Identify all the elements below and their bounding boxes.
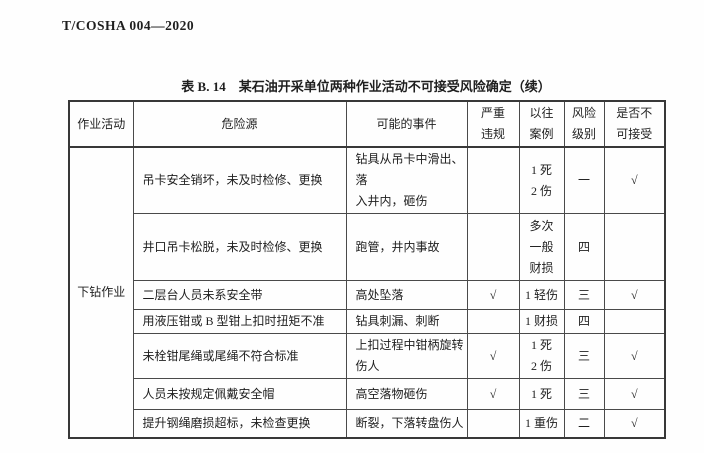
- event-cell: 断裂，下落转盘伤人: [345, 409, 468, 438]
- header-violation: 严重 违规: [466, 100, 520, 148]
- table-row: 下钻作业 吊卡安全销坏，未及时检修、更换 钻具从吊卡中滑出、落 入井内，砸伤 1…: [68, 146, 666, 438]
- hazard-cell: 人员未按规定佩戴安全帽: [132, 378, 347, 410]
- acceptable-cell: √: [603, 378, 666, 410]
- risk-level-cell: 一: [563, 146, 605, 214]
- violation-cell: √: [466, 333, 520, 379]
- table-title: 表 B. 14 某石油开采单位两种作业活动不可接受风险确定（续）: [181, 79, 551, 94]
- cases-cell: 1 轻伤: [518, 280, 565, 310]
- table-row: 提升钢绳磨损超标，未检查更换 断裂，下落转盘伤人 1 重伤 二 √: [69, 409, 666, 438]
- hazard-cell: 未栓钳尾绳或尾绳不符合标准: [132, 333, 347, 379]
- violation-cell: [466, 309, 520, 334]
- header-event: 可能的事件: [345, 100, 468, 148]
- header-risk-level: 风险 级别: [563, 100, 605, 148]
- table-row: 人员未按规定佩戴安全帽 高空落物砸伤 √ 1 死 三 √: [69, 378, 666, 410]
- table-row: 井口吊卡松脱，未及时检修、更换 跑管，井内事故 多次 一般 财损 四: [69, 213, 666, 281]
- event-cell: 钻具从吊卡中滑出、落 入井内，砸伤: [345, 146, 468, 214]
- violation-cell: [466, 146, 520, 214]
- cases-cell: 1 死: [518, 378, 565, 410]
- event-cell: 上扣过程中钳柄旋转 伤人: [345, 333, 468, 379]
- table-header-row: 作业活动 危险源 可能的事件 严重 违规 以往 案例 风险 级别 是否不 可接受: [68, 100, 666, 148]
- risk-level-cell: 三: [563, 280, 605, 310]
- acceptable-cell: √: [603, 409, 666, 438]
- cases-cell: 1 重伤: [518, 409, 565, 438]
- cases-cell: 1 死 2 伤: [518, 333, 565, 379]
- hazard-cell: 用液压钳或 B 型钳上扣时扭矩不准: [132, 309, 347, 334]
- hazard-cell: 二层台人员未系安全带: [132, 280, 347, 310]
- cases-cell: 1 财损: [518, 309, 565, 334]
- header-cases: 以往 案例: [518, 100, 565, 148]
- event-cell: 钻具刺漏、刺断: [345, 309, 468, 334]
- table-row: 二层台人员未系安全带 高处坠落 √ 1 轻伤 三 √: [69, 280, 666, 310]
- violation-cell: [466, 409, 520, 438]
- table-row: 未栓钳尾绳或尾绳不符合标准 上扣过程中钳柄旋转 伤人 √ 1 死 2 伤 三 √: [69, 333, 666, 379]
- risk-level-cell: 二: [563, 409, 605, 438]
- activity-cell: 下钻作业: [68, 146, 134, 438]
- acceptable-cell: [603, 213, 666, 281]
- hazard-cell: 吊卡安全销坏，未及时检修、更换: [132, 146, 347, 214]
- event-cell: 跑管，井内事故: [345, 213, 468, 281]
- standard-code: T/COSHA 004—2020: [62, 18, 195, 33]
- acceptable-cell: [603, 309, 666, 334]
- risk-level-cell: 四: [563, 309, 605, 334]
- hazard-cell: 提升钢绳磨损超标，未检查更换: [132, 409, 347, 438]
- acceptable-cell: √: [603, 333, 666, 379]
- acceptable-cell: √: [603, 146, 666, 214]
- cases-cell: 多次 一般 财损: [518, 213, 565, 281]
- event-cell: 高空落物砸伤: [345, 378, 468, 410]
- header-acceptable: 是否不 可接受: [603, 100, 666, 148]
- event-cell: 高处坠落: [345, 280, 468, 310]
- risk-level-cell: 四: [563, 213, 605, 281]
- table-row: 用液压钳或 B 型钳上扣时扭矩不准 钻具刺漏、刺断 1 财损 四: [69, 309, 666, 334]
- risk-assessment-table: 作业活动 危险源 可能的事件 严重 违规 以往 案例 风险 级别 是否不 可接受…: [68, 100, 666, 439]
- risk-level-cell: 三: [563, 333, 605, 379]
- risk-level-cell: 三: [563, 378, 605, 410]
- violation-cell: √: [466, 378, 520, 410]
- cases-cell: 1 死 2 伤: [518, 146, 565, 214]
- acceptable-cell: √: [603, 280, 666, 310]
- violation-cell: √: [466, 280, 520, 310]
- hazard-cell: 井口吊卡松脱，未及时检修、更换: [132, 213, 347, 281]
- header-hazard: 危险源: [132, 100, 347, 148]
- header-activity: 作业活动: [68, 100, 134, 148]
- violation-cell: [466, 213, 520, 281]
